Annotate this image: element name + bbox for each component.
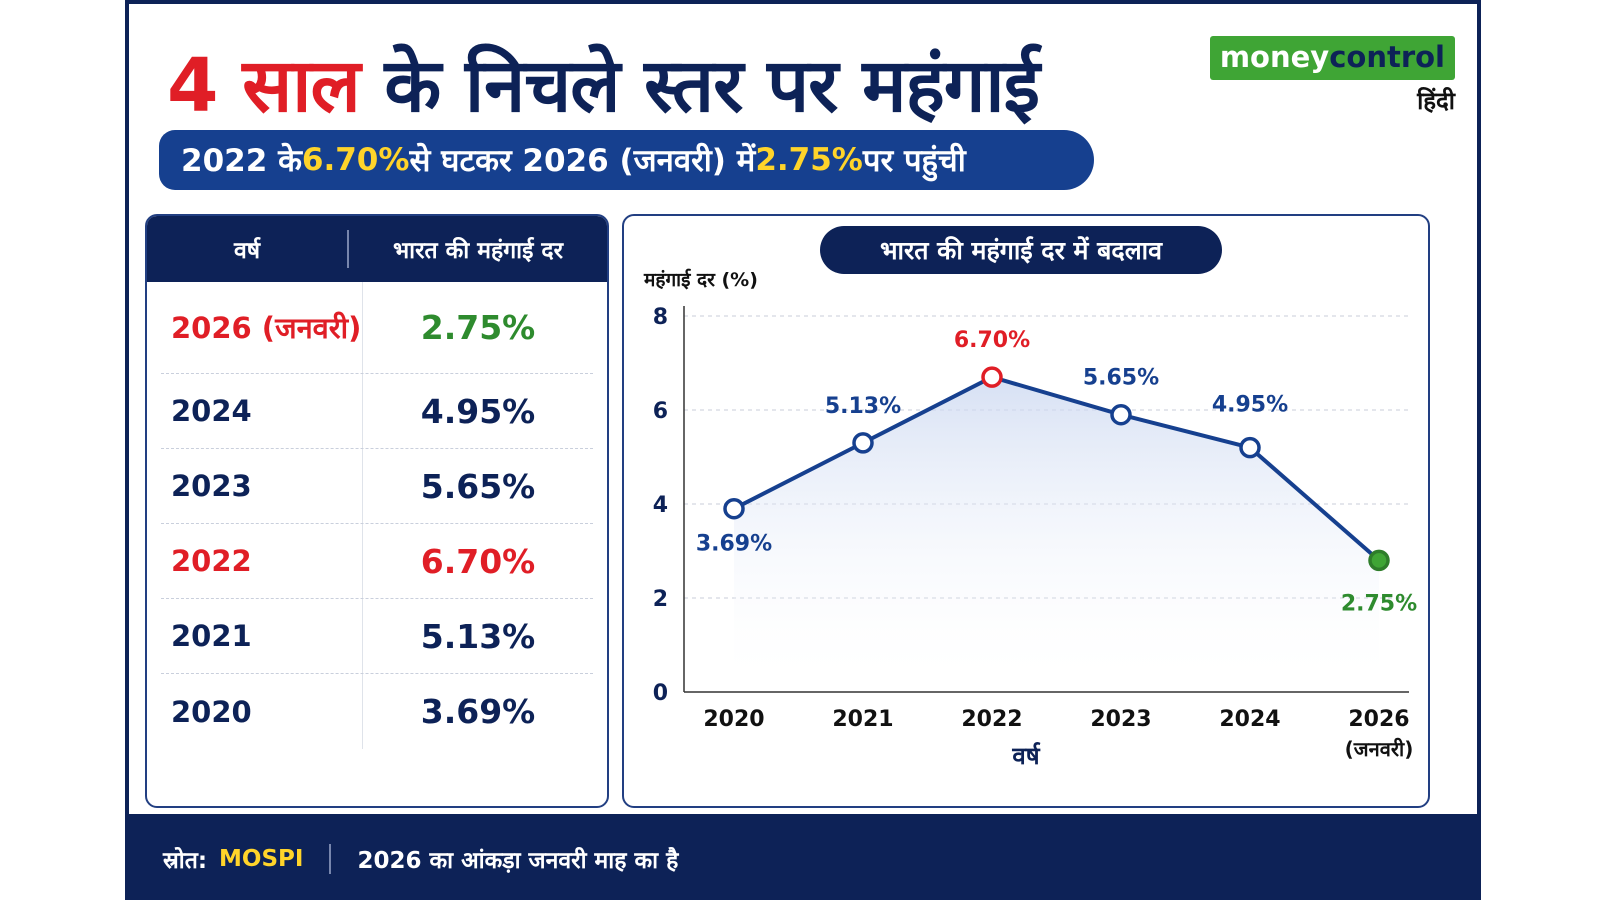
brand-subtitle: हिंदी: [1417, 87, 1455, 115]
header-year: वर्ष: [233, 238, 261, 264]
table-header: वर्ष भारत की महंगाई दर: [147, 216, 607, 282]
y-tick-label: 4: [653, 493, 668, 518]
brand-badge: moneycontrol: [1209, 36, 1455, 80]
row-rate: 6.70%: [420, 541, 536, 581]
x-tick-label: 2023: [1090, 707, 1151, 732]
series-area: [734, 377, 1379, 692]
chart-panel: 0 2 4 6 8 महंगाई दर (%) वर्ष 2020 2021 2022 2023 20…: [622, 214, 1430, 808]
headline-highlight: 4 साल: [167, 43, 361, 129]
row-year: 2022: [161, 524, 363, 598]
x-tick-label: 2022: [961, 707, 1022, 732]
footer: स्रोत: MOSPI 2026 का आंकड़ा जनवरी माह का…: [129, 814, 1477, 900]
data-point: [723, 497, 745, 520]
row-year: 2023: [161, 449, 363, 523]
row-year: 2021: [161, 599, 363, 673]
table-body: 2026 (जनवरी) 2.75% 2024 4.95% 2023 5.65% 20…: [147, 282, 607, 749]
data-point: [1110, 403, 1132, 426]
y-tick-label: 8: [653, 305, 668, 330]
subtitle-value-2: 2.75%: [755, 142, 863, 178]
header-rate: भारत की महंगाई दर: [392, 238, 564, 264]
row-rate: 4.95%: [420, 391, 536, 431]
header-divider: [347, 230, 349, 268]
data-point: [1368, 549, 1390, 572]
brand-logo: moneycontrol हिंदी: [1209, 36, 1455, 117]
y-tick-label: 0: [653, 681, 668, 706]
data-label: 2.75%: [1341, 591, 1417, 616]
headline-text: के निचले स्तर पर महंगाई: [384, 43, 1040, 129]
subtitle-text-3: पर पहुंची: [862, 143, 966, 179]
brand-name-part1: money: [1219, 40, 1330, 74]
table-row: 2023 5.65%: [161, 449, 593, 524]
row-year: 2020: [161, 674, 363, 749]
y-tick-label: 6: [653, 399, 668, 424]
footer-divider: [329, 844, 332, 874]
row-rate: 3.69%: [420, 692, 536, 731]
source-label: स्रोत:: [163, 848, 208, 874]
subtitle-banner: 2022 के 6.70% से घटकर 2026 (जनवरी) में 2…: [159, 130, 1094, 190]
x-axis-label: वर्ष: [1011, 742, 1040, 770]
data-point: [1239, 436, 1261, 459]
row-rate: 5.65%: [420, 466, 536, 506]
inflation-table: वर्ष भारत की महंगाई दर 2026 (जनवरी) 2.75%…: [145, 214, 609, 808]
x-tick-label: 2021: [832, 707, 893, 732]
footer-note: 2026 का आंकड़ा जनवरी माह का है: [357, 848, 679, 874]
table-row: 2020 3.69%: [161, 674, 593, 749]
data-point: [981, 366, 1003, 388]
subtitle-text-2: से घटकर 2026 (जनवरी) में: [409, 143, 756, 179]
data-label: 6.70%: [954, 328, 1030, 353]
subtitle-value-1: 6.70%: [301, 142, 410, 178]
x-tick-sublabel: (जनवरी): [1345, 737, 1414, 761]
source-value: MOSPI: [219, 846, 304, 872]
table-row: 2022 6.70%: [161, 524, 593, 599]
table-row: 2021 5.13%: [161, 599, 593, 674]
infographic-card: 4 साल के निचले स्तर पर महंगाई moneycontr…: [125, 0, 1481, 900]
data-point: [852, 432, 874, 454]
table-row: 2026 (जनवरी) 2.75%: [161, 282, 593, 374]
subtitle-text-1: 2022 के: [181, 143, 302, 179]
row-year: 2024: [161, 374, 363, 448]
y-axis-label: महंगाई दर (%): [643, 268, 758, 291]
row-rate: 5.13%: [420, 616, 536, 656]
brand-name-part2: control: [1329, 40, 1445, 74]
row-year: 2026 (जनवरी): [161, 282, 363, 373]
data-label: 5.13%: [825, 394, 901, 419]
data-label: 4.95%: [1212, 393, 1288, 418]
x-tick-label: 2024: [1219, 707, 1280, 732]
x-tick-label: 2020: [703, 707, 764, 732]
headline: 4 साल के निचले स्तर पर महंगाई: [167, 32, 1040, 133]
row-rate: 2.75%: [420, 308, 536, 347]
data-label: 5.65%: [1083, 366, 1159, 391]
chart-title: भारत की महंगाई दर में बदलाव: [820, 226, 1222, 274]
line-chart: 0 2 4 6 8 महंगाई दर (%) वर्ष 2020 2021 2022 2023 20…: [643, 268, 1417, 770]
table-row: 2024 4.95%: [161, 374, 593, 449]
x-tick-label: 2026: [1348, 707, 1409, 732]
series-line: [733, 375, 1381, 562]
y-tick-label: 2: [653, 587, 668, 612]
data-label: 3.69%: [696, 532, 772, 557]
